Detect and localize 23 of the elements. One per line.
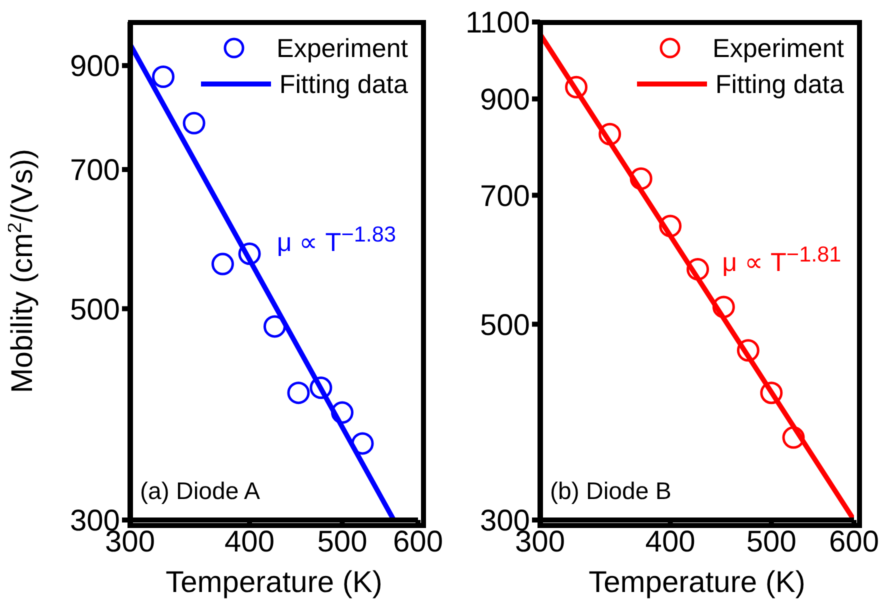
x-tick-label: 400 <box>645 525 696 558</box>
legend-label: Fitting data <box>279 68 408 100</box>
x-tick-label: 400 <box>224 525 275 558</box>
y-tick-label: 1100 <box>465 6 530 40</box>
annotation: (a) Diode A <box>140 478 260 505</box>
annotation: μ ∝ T$^{−1.83}$ <box>276 221 396 257</box>
y-tick-label: 700 <box>70 154 120 188</box>
y-tick-label: 900 <box>480 84 530 117</box>
x-tick-label: 600 <box>828 525 880 558</box>
annotation: (b) Diode B <box>550 478 672 505</box>
y-tick-label: 500 <box>480 308 530 342</box>
x-axis-title: Temperature (K) <box>166 566 382 599</box>
annotation: μ ∝ T$^{−1.81}$ <box>722 241 842 277</box>
x-axis-title: Temperature (K) <box>588 566 806 599</box>
legend-label: Experiment <box>276 32 408 64</box>
x-tick-label: 500 <box>317 525 368 558</box>
y-tick-label: 500 <box>70 293 120 326</box>
legend-label: Fitting data <box>715 68 844 100</box>
legend-label: Experiment <box>712 32 844 64</box>
y-tick-label: 900 <box>70 50 120 84</box>
x-tick-label: 500 <box>746 525 796 558</box>
y-tick-label: 700 <box>480 180 530 213</box>
x-tick-label: 600 <box>392 525 444 558</box>
